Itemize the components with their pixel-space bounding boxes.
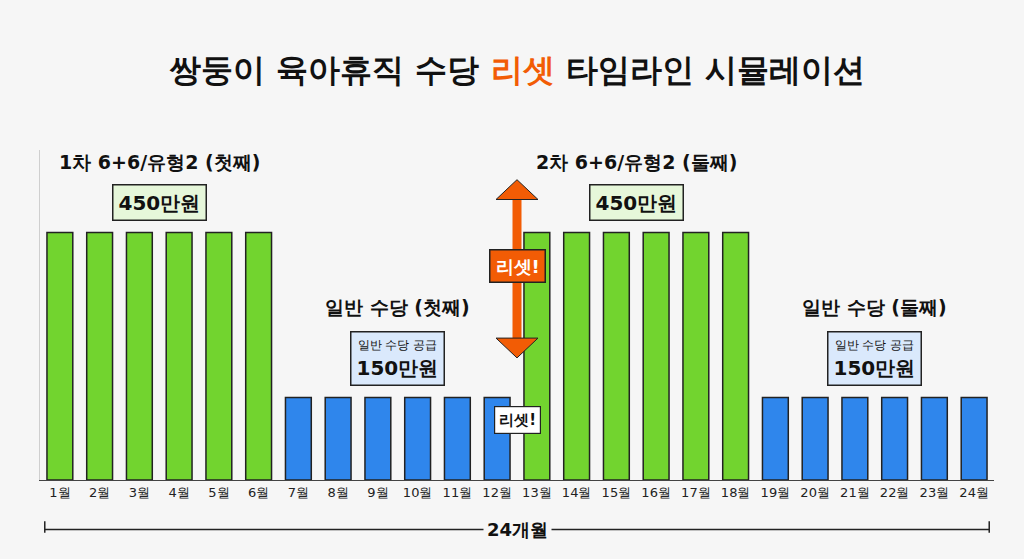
svg-text:24월: 24월 <box>959 485 989 500</box>
svg-text:450만원: 450만원 <box>119 191 201 215</box>
svg-text:2월: 2월 <box>89 485 110 500</box>
svg-text:쌍둥이 육아휴직 수당 리셋 타임라인 시뮬레이션: 쌍둥이 육아휴직 수당 리셋 타임라인 시뮬레이션 <box>169 51 865 89</box>
svg-text:450만원: 450만원 <box>596 191 678 215</box>
svg-text:11월: 11월 <box>443 485 473 500</box>
svg-text:6월: 6월 <box>248 485 269 500</box>
svg-text:12월: 12월 <box>482 485 512 500</box>
svg-text:20월: 20월 <box>800 485 830 500</box>
svg-text:1차 6+6/유형2 (첫째): 1차 6+6/유형2 (첫째) <box>59 151 260 173</box>
svg-text:일반 수당 공급150만원: 일반 수당 공급150만원 <box>834 338 916 380</box>
svg-text:일반 수당 (첫째): 일반 수당 (첫째) <box>325 296 470 318</box>
svg-text:21월: 21월 <box>840 485 870 500</box>
svg-text:3월: 3월 <box>129 485 150 500</box>
svg-text:19월: 19월 <box>761 485 791 500</box>
svg-text:4월: 4월 <box>168 485 189 500</box>
svg-text:8월: 8월 <box>327 485 348 500</box>
svg-text:9월: 9월 <box>367 485 388 500</box>
svg-text:일반 수당 공급150만원: 일반 수당 공급150만원 <box>357 338 439 380</box>
svg-text:리셋!: 리셋! <box>499 411 536 429</box>
svg-text:17월: 17월 <box>681 485 711 500</box>
svg-text:16월: 16월 <box>641 485 671 500</box>
svg-text:15월: 15월 <box>602 485 632 500</box>
svg-text:22월: 22월 <box>880 485 910 500</box>
svg-text:23월: 23월 <box>920 485 950 500</box>
svg-text:7월: 7월 <box>288 485 309 500</box>
svg-text:13월: 13월 <box>522 485 552 500</box>
svg-text:2차 6+6/유형2 (둘째): 2차 6+6/유형2 (둘째) <box>536 151 737 173</box>
svg-text:10월: 10월 <box>403 485 433 500</box>
svg-text:5월: 5월 <box>208 485 229 500</box>
svg-text:24개월: 24개월 <box>487 519 548 540</box>
svg-text:일반 수당 (둘째): 일반 수당 (둘째) <box>802 296 947 318</box>
svg-text:1월: 1월 <box>49 485 70 500</box>
svg-text:14월: 14월 <box>562 485 592 500</box>
svg-text:리셋!: 리셋! <box>496 256 540 277</box>
svg-text:18월: 18월 <box>721 485 751 500</box>
